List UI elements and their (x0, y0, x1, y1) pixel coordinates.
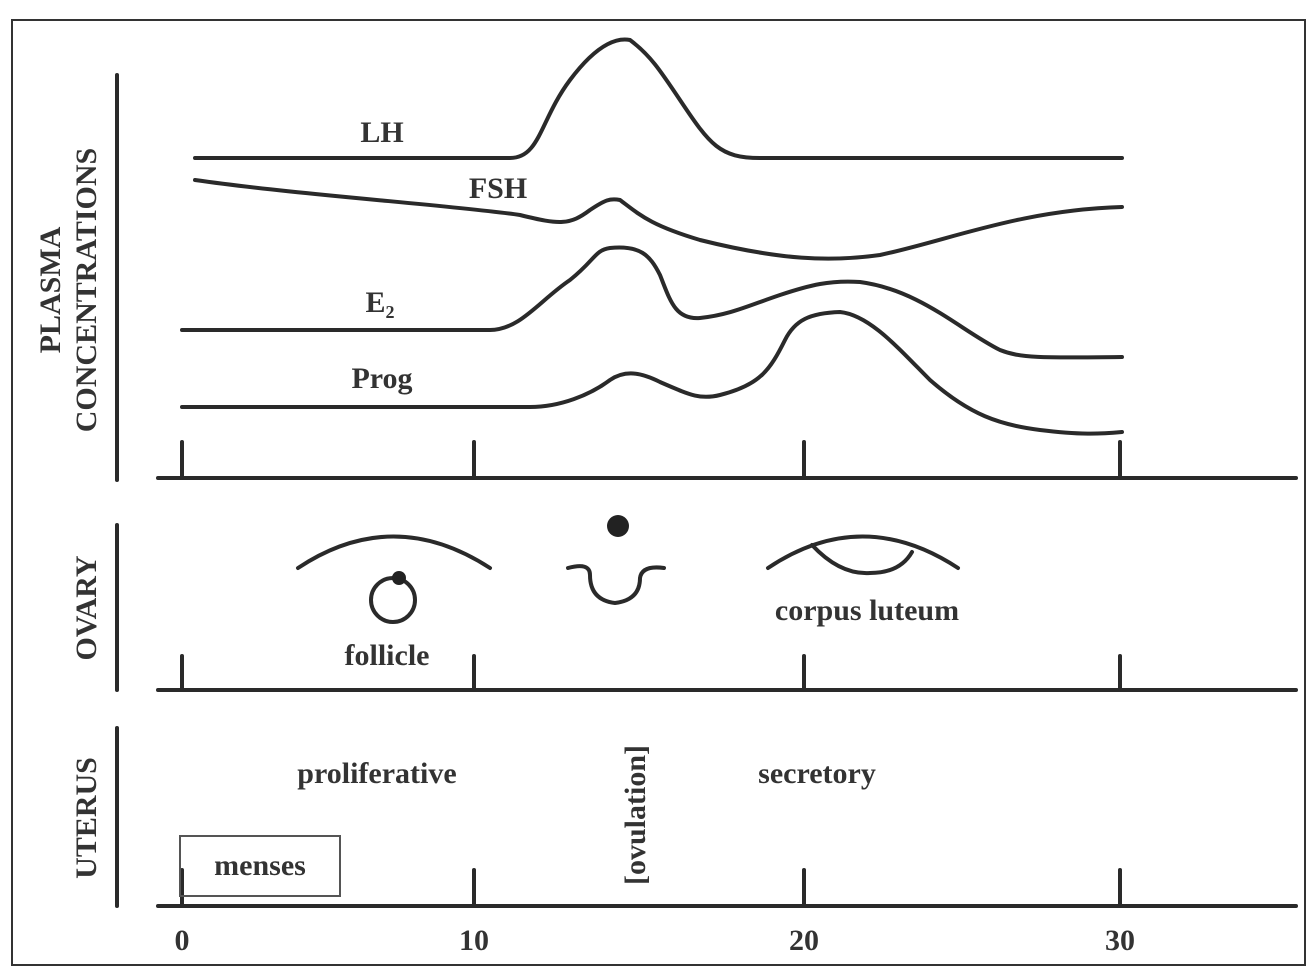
x-tick-label: 10 (459, 924, 489, 957)
fsh-curve (195, 180, 1122, 259)
curve-label: FSH (469, 172, 527, 205)
panel-label: OVARY (70, 555, 103, 660)
oocyte (392, 571, 406, 585)
released-oocyte (607, 515, 629, 537)
phase-label: menses (214, 849, 306, 882)
event-label: [ovulation] (619, 745, 652, 885)
axes (117, 75, 1296, 906)
e2-curve (182, 247, 1122, 357)
curve-label: Prog (351, 362, 412, 395)
x-tick-label: 20 (789, 924, 819, 957)
panel-label: UTERUS (70, 757, 103, 879)
x-tick-label: 0 (175, 924, 190, 957)
stage-label: corpus luteum (775, 594, 959, 627)
curve-label: LH (360, 116, 403, 149)
menstrual-cycle-diagram: PLASMA CONCENTRATIONS OVARY UTERUS LH FS… (0, 0, 1313, 972)
lh-curve (195, 39, 1122, 158)
panel-label: PLASMA (34, 226, 67, 353)
x-tick-label: 30 (1105, 924, 1135, 957)
panel-label: CONCENTRATIONS (70, 148, 103, 433)
stage-label: follicle (345, 639, 430, 672)
phase-label: secretory (758, 757, 876, 790)
phase-label: proliferative (297, 757, 456, 790)
frame (12, 20, 1305, 965)
curve-label: E₂ (365, 286, 394, 319)
